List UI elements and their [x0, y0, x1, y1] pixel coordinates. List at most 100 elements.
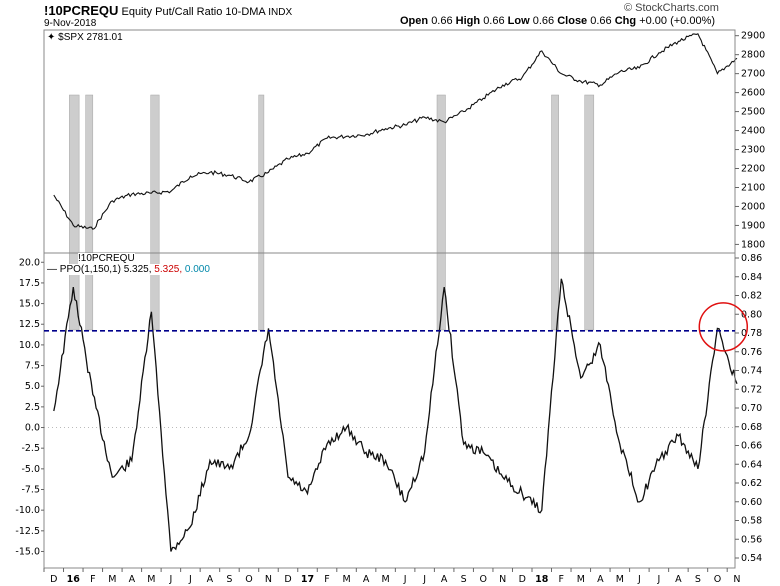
spx-legend-swatch: ✦	[47, 32, 56, 43]
spx-tick-label: 2700	[741, 69, 765, 80]
ppo-left-tick-label: 2.5	[25, 402, 40, 413]
chg-value: +0.00 (+0.00%)	[639, 15, 716, 27]
highlight-circle	[698, 302, 749, 352]
axes: 2900 2800 2700 2600 2500 2400 2300 2200 2100 2000…	[15, 29, 765, 585]
x-tick-label: J	[188, 574, 192, 585]
ppo-left-tick-label: 12.5	[19, 319, 40, 330]
x-tick-label: J	[422, 574, 426, 585]
highlight-band	[436, 94, 446, 331]
ppo-legend: — PPO(1,150,1) 5.325, 5.325, 0.000	[47, 264, 210, 275]
ppo-left-tick-label: -2.5	[21, 443, 40, 454]
open-value: 0.66	[431, 15, 453, 27]
x-tick-label: J	[403, 574, 407, 585]
x-tick-label: 18	[535, 574, 549, 585]
ratio-tick-label: 0.76	[741, 347, 762, 358]
x-tick-label: A	[129, 574, 136, 585]
low-label: Low	[507, 15, 530, 27]
ratio-tick-label: 0.86	[741, 253, 762, 264]
x-tick-label: J	[656, 574, 660, 585]
x-tick-label: A	[363, 574, 370, 585]
ppo-left-tick-label: 20.0	[19, 257, 40, 268]
ratio-tick-label: 0.72	[741, 384, 762, 395]
ppo-line	[53, 278, 738, 552]
spx-tick-label: 2300	[741, 145, 765, 156]
ppo-left-tick-label: 5.0	[25, 381, 40, 392]
x-tick-label: S	[695, 574, 701, 585]
ppo-symbol-label: !10PCREQU	[78, 253, 135, 264]
x-tick-label: F	[324, 574, 329, 585]
x-tick-label: N	[265, 574, 272, 585]
overlay	[44, 302, 749, 352]
spx-tick-label: 2100	[741, 182, 765, 193]
ppo-legend-swatch: —	[47, 264, 57, 275]
x-tick-label: J	[637, 574, 641, 585]
highlight-band	[258, 94, 265, 331]
x-tick-label: A	[597, 574, 604, 585]
ratio-tick-label: 0.78	[741, 328, 762, 339]
symbol: !10PCREQU	[44, 3, 119, 18]
ppo-left-tick-label: -10.0	[15, 505, 40, 516]
x-tick-label: S	[461, 574, 467, 585]
spx-line	[53, 33, 738, 230]
close-label: Close	[557, 15, 588, 27]
x-tick-label: M	[108, 574, 116, 585]
ppo-legend-val1: 5.325,	[154, 264, 183, 275]
ppo-left-tick-label: 17.5	[19, 278, 40, 289]
high-label: High	[455, 15, 481, 27]
x-tick-label: M	[616, 574, 624, 585]
ratio-tick-label: 0.54	[741, 553, 762, 564]
ppo-left-tick-label: 7.5	[25, 361, 40, 372]
date: 9-Nov-2018	[44, 18, 97, 29]
ppo-left-tick-label: -12.5	[15, 526, 40, 537]
ratio-tick-label: 0.56	[741, 534, 762, 545]
description: Equity Put/Call Ratio 10-DMA	[121, 6, 266, 18]
x-tick-label: 17	[301, 574, 314, 585]
x-tick-label: M	[342, 574, 350, 585]
spx-legend: ✦ $SPX 2781.01	[47, 32, 123, 43]
ratio-tick-label: 0.66	[741, 441, 762, 452]
watermark: © StockCharts.com	[624, 2, 719, 14]
spx-tick-label: 2600	[741, 88, 765, 99]
x-tick-label: A	[207, 574, 214, 585]
ppo-left-tick-label: 10.0	[19, 340, 40, 351]
ppo-series-line	[53, 278, 738, 552]
ratio-tick-label: 0.82	[741, 291, 762, 302]
x-tick-label: D	[50, 574, 57, 585]
highlight-band	[69, 94, 80, 331]
highlight-band	[150, 94, 160, 331]
x-tick-label: O	[479, 574, 486, 585]
close-value: 0.66	[590, 15, 612, 27]
ppo-legend-text: PPO(1,150,1) 5.325,	[59, 264, 152, 275]
x-tick-label: F	[90, 574, 95, 585]
x-tick-label: D	[284, 574, 291, 585]
spx-tick-label: 2900	[741, 31, 765, 42]
ppo-left-tick-label: -7.5	[21, 485, 40, 496]
spx-tick-label: 2400	[741, 126, 765, 137]
ppo-legend-val2: 0.000	[184, 264, 210, 275]
x-tick-label: M	[577, 574, 585, 585]
ratio-tick-label: 0.60	[741, 497, 762, 508]
x-tick-label: N	[499, 574, 506, 585]
x-tick-label: O	[714, 574, 721, 585]
plot-frame	[43, 29, 736, 569]
x-tick-label: F	[559, 574, 564, 585]
spx-tick-label: 1900	[741, 220, 765, 231]
high-value: 0.66	[483, 15, 505, 27]
symbol-header: !10PCREQU Equity Put/Call Ratio 10-DMA I…	[44, 3, 292, 18]
exchange: INDX	[268, 7, 293, 18]
ratio-tick-label: 0.84	[741, 272, 762, 283]
ratio-tick-label: 0.64	[741, 459, 762, 470]
ratio-tick-label: 0.74	[741, 366, 762, 377]
highlight-band	[584, 94, 595, 331]
highlight-bands	[69, 94, 595, 331]
open-label: Open	[400, 15, 429, 27]
chg-label: Chg	[614, 15, 637, 27]
spx-legend-text: $SPX 2781.01	[58, 32, 123, 43]
x-tick-label: 16	[67, 574, 81, 585]
ratio-tick-label: 0.58	[741, 516, 762, 527]
ppo-left-tick-label: -5.0	[21, 464, 40, 475]
spx-tick-label: 1800	[741, 239, 765, 250]
ratio-tick-label: 0.68	[741, 422, 762, 433]
ohlc-bar: Open 0.66 High 0.66 Low 0.66 Close 0.66 …	[400, 15, 715, 27]
